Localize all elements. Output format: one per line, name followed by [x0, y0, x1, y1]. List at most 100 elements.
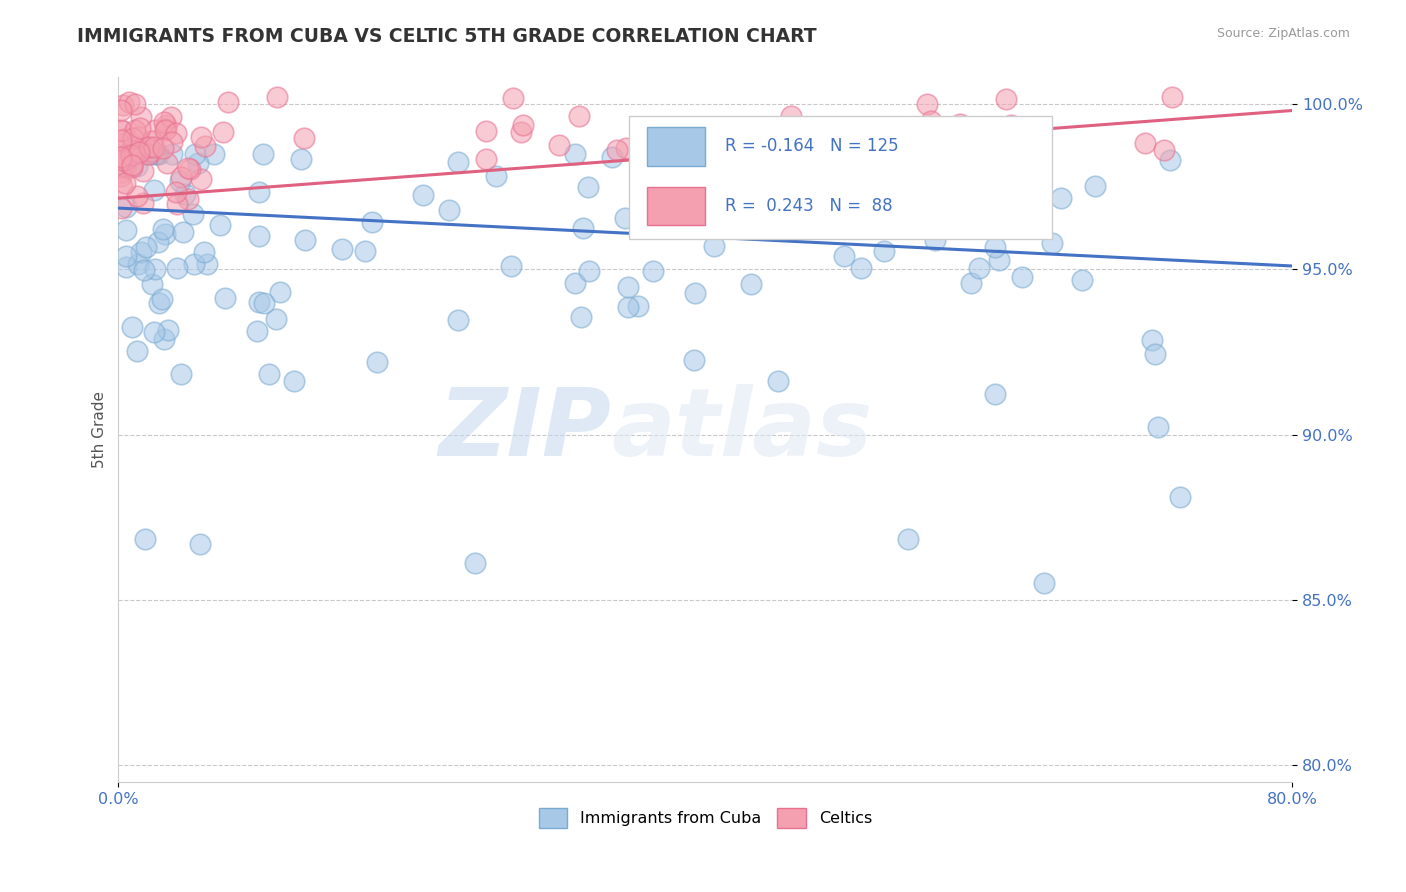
Point	[509, 125, 531, 139]
Point	[159, 111, 181, 125]
Point	[703, 239, 725, 253]
Point	[153, 115, 176, 129]
Point	[110, 136, 132, 151]
Point	[120, 146, 142, 161]
Point	[814, 162, 837, 177]
Point	[366, 355, 388, 369]
Point	[176, 161, 198, 176]
Point	[134, 532, 156, 546]
Point	[156, 156, 179, 170]
Point	[195, 256, 218, 270]
Text: R =  0.243   N =  88: R = 0.243 N = 88	[725, 196, 893, 215]
Point	[464, 556, 486, 570]
Point	[988, 252, 1011, 267]
Point	[617, 279, 640, 293]
Point	[177, 192, 200, 206]
Point	[120, 148, 142, 162]
Point	[110, 133, 132, 147]
Point	[1001, 194, 1024, 208]
Point	[578, 264, 600, 278]
Point	[1033, 576, 1056, 591]
Point	[127, 256, 149, 270]
Point	[475, 124, 498, 138]
Point	[153, 123, 176, 137]
Point	[1133, 136, 1156, 150]
Point	[143, 146, 166, 161]
Point	[117, 95, 139, 109]
Text: IMMIGRANTS FROM CUBA VS CELTIC 5TH GRADE CORRELATION CHART: IMMIGRANTS FROM CUBA VS CELTIC 5TH GRADE…	[77, 27, 817, 45]
Point	[188, 537, 211, 551]
Point	[768, 374, 790, 388]
Point	[1019, 146, 1042, 161]
Point	[122, 144, 145, 158]
Point	[208, 218, 231, 232]
Point	[257, 367, 280, 381]
Point	[145, 262, 167, 277]
Point	[179, 162, 201, 177]
Point	[190, 171, 212, 186]
Point	[1011, 270, 1033, 285]
Point	[135, 239, 157, 253]
Point	[1159, 153, 1181, 167]
Point	[172, 226, 194, 240]
Point	[129, 244, 152, 259]
Point	[249, 295, 271, 310]
Point	[166, 260, 188, 275]
Point	[135, 146, 157, 161]
Point	[614, 211, 637, 226]
Point	[187, 156, 209, 170]
Point	[475, 152, 498, 166]
Point	[121, 146, 143, 161]
Point	[115, 249, 138, 263]
Point	[114, 223, 136, 237]
Point	[294, 233, 316, 247]
Point	[131, 144, 153, 158]
Point	[606, 143, 628, 157]
Point	[1024, 141, 1046, 155]
Text: ZIP: ZIP	[439, 384, 612, 475]
Point	[564, 146, 586, 161]
Point	[576, 180, 599, 194]
Point	[162, 135, 184, 149]
FancyBboxPatch shape	[628, 116, 1052, 239]
Point	[617, 300, 640, 314]
Point	[1084, 179, 1107, 194]
Point	[887, 202, 910, 217]
Y-axis label: 5th Grade: 5th Grade	[93, 392, 107, 468]
Point	[165, 127, 187, 141]
Point	[124, 123, 146, 137]
Point	[943, 134, 966, 148]
Point	[485, 169, 508, 183]
Point	[153, 227, 176, 242]
Point	[141, 134, 163, 148]
Point	[155, 118, 177, 132]
Point	[266, 90, 288, 104]
Point	[249, 228, 271, 243]
Point	[963, 146, 986, 161]
Point	[568, 109, 591, 123]
Point	[110, 165, 132, 179]
Point	[125, 159, 148, 173]
Point	[1040, 235, 1063, 250]
Point	[194, 139, 217, 153]
Point	[793, 145, 815, 159]
Point	[111, 123, 134, 137]
Point	[152, 222, 174, 236]
Point	[294, 131, 316, 145]
Point	[915, 97, 938, 112]
Text: Source: ZipAtlas.com: Source: ZipAtlas.com	[1216, 27, 1350, 40]
Point	[145, 146, 167, 161]
Point	[132, 163, 155, 178]
Point	[152, 141, 174, 155]
Point	[354, 244, 377, 258]
Point	[1143, 347, 1166, 361]
Point	[170, 169, 193, 184]
Point	[142, 140, 165, 154]
Point	[564, 277, 586, 291]
Point	[183, 146, 205, 161]
Point	[165, 185, 187, 199]
Point	[924, 233, 946, 247]
Point	[141, 277, 163, 291]
Point	[135, 146, 157, 161]
Point	[157, 323, 180, 337]
